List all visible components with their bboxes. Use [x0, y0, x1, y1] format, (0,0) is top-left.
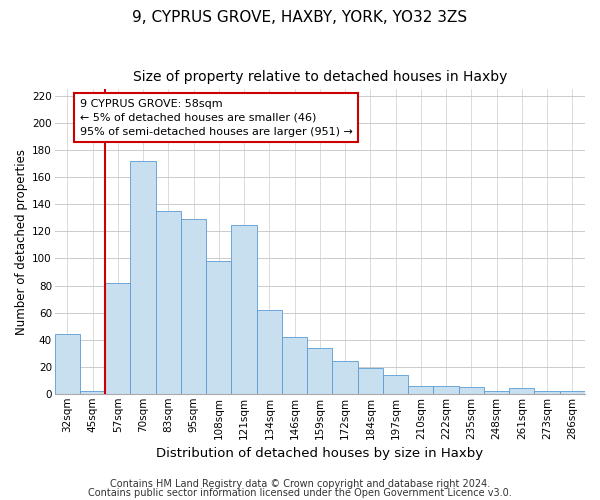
- X-axis label: Distribution of detached houses by size in Haxby: Distribution of detached houses by size …: [156, 447, 484, 460]
- Text: 9 CYPRUS GROVE: 58sqm
← 5% of detached houses are smaller (46)
95% of semi-detac: 9 CYPRUS GROVE: 58sqm ← 5% of detached h…: [80, 99, 353, 137]
- Y-axis label: Number of detached properties: Number of detached properties: [15, 148, 28, 334]
- Text: Contains public sector information licensed under the Open Government Licence v3: Contains public sector information licen…: [88, 488, 512, 498]
- Bar: [358, 368, 383, 394]
- Bar: [105, 283, 130, 394]
- Bar: [130, 161, 156, 394]
- Bar: [560, 391, 585, 394]
- Bar: [535, 391, 560, 394]
- Bar: [257, 310, 282, 394]
- Bar: [332, 362, 358, 394]
- Bar: [408, 386, 433, 394]
- Bar: [383, 375, 408, 394]
- Text: Contains HM Land Registry data © Crown copyright and database right 2024.: Contains HM Land Registry data © Crown c…: [110, 479, 490, 489]
- Bar: [433, 386, 459, 394]
- Text: 9, CYPRUS GROVE, HAXBY, YORK, YO32 3ZS: 9, CYPRUS GROVE, HAXBY, YORK, YO32 3ZS: [133, 10, 467, 25]
- Bar: [232, 224, 257, 394]
- Title: Size of property relative to detached houses in Haxby: Size of property relative to detached ho…: [133, 70, 507, 84]
- Bar: [55, 334, 80, 394]
- Bar: [282, 337, 307, 394]
- Bar: [181, 219, 206, 394]
- Bar: [307, 348, 332, 394]
- Bar: [459, 387, 484, 394]
- Bar: [484, 391, 509, 394]
- Bar: [206, 261, 232, 394]
- Bar: [509, 388, 535, 394]
- Bar: [80, 391, 105, 394]
- Bar: [156, 211, 181, 394]
